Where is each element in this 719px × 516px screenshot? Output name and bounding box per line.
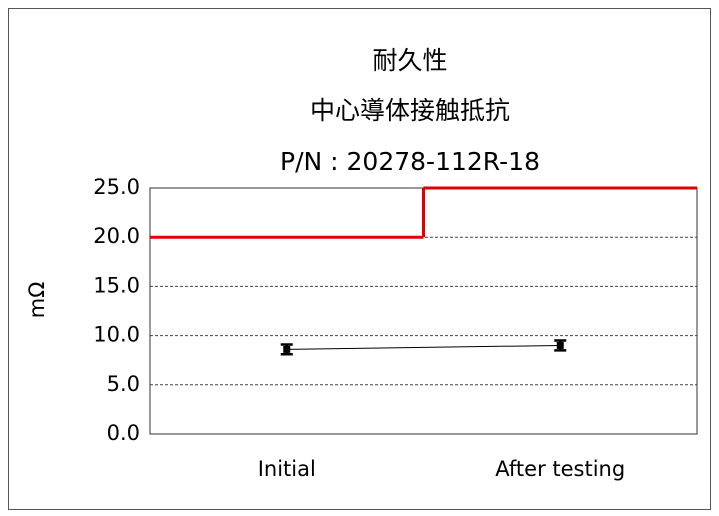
y-tick-label: 0.0 [107,421,140,445]
y-tick-label: 5.0 [107,372,140,396]
y-tick-label: 25.0 [93,175,140,199]
x-tick-label: After testing [495,457,625,481]
series-line [286,344,561,350]
chart-title: P/N : 20278-112R-18 [280,147,540,176]
y-axis-label: mΩ [25,282,49,319]
y-tick-label: 20.0 [93,224,140,248]
y-tick-label: 15.0 [93,273,140,297]
y-tick-label: 10.0 [93,323,140,347]
x-tick-label: Initial [258,457,316,481]
chart-title: 耐久性 [372,46,447,75]
marker [283,345,291,353]
marker [556,341,564,349]
chart-title: 中心導体接触抵抗 [310,96,510,125]
